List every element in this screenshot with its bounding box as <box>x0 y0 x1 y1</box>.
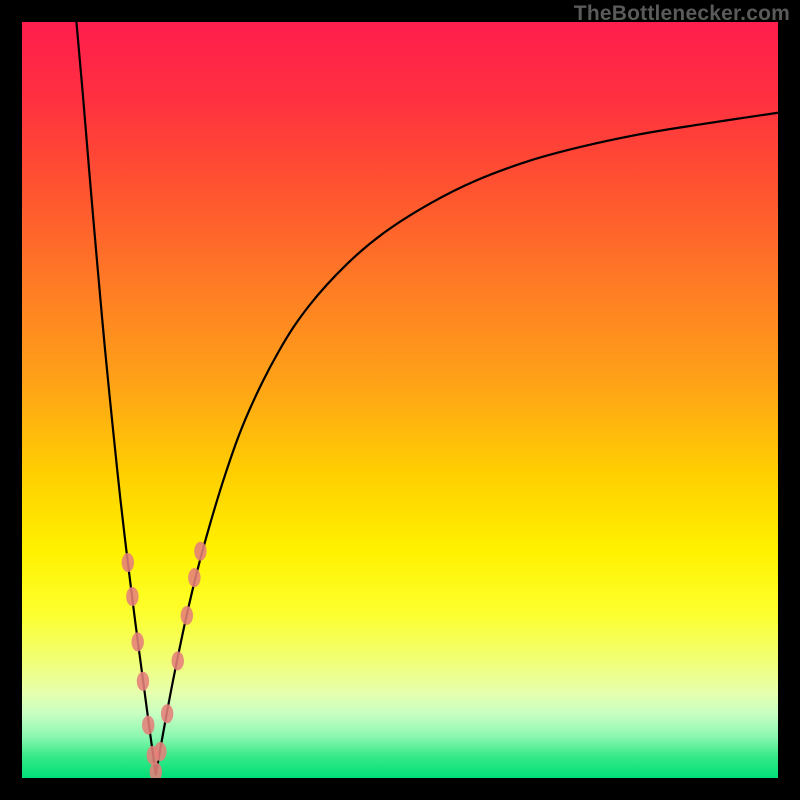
data-marker <box>181 606 193 625</box>
gradient-background <box>22 22 778 778</box>
data-marker <box>188 568 200 587</box>
watermark-label: TheBottlenecker.com <box>574 2 790 26</box>
bottleneck-chart <box>22 22 778 778</box>
data-marker <box>126 587 138 606</box>
data-marker <box>131 632 143 651</box>
data-marker <box>154 742 166 761</box>
data-marker <box>172 651 184 670</box>
data-marker <box>122 553 134 572</box>
data-marker <box>194 542 206 561</box>
chart-frame: TheBottlenecker.com <box>0 0 800 800</box>
data-marker <box>137 672 149 691</box>
plot-area <box>22 22 778 778</box>
data-marker <box>142 716 154 735</box>
data-marker <box>161 704 173 723</box>
